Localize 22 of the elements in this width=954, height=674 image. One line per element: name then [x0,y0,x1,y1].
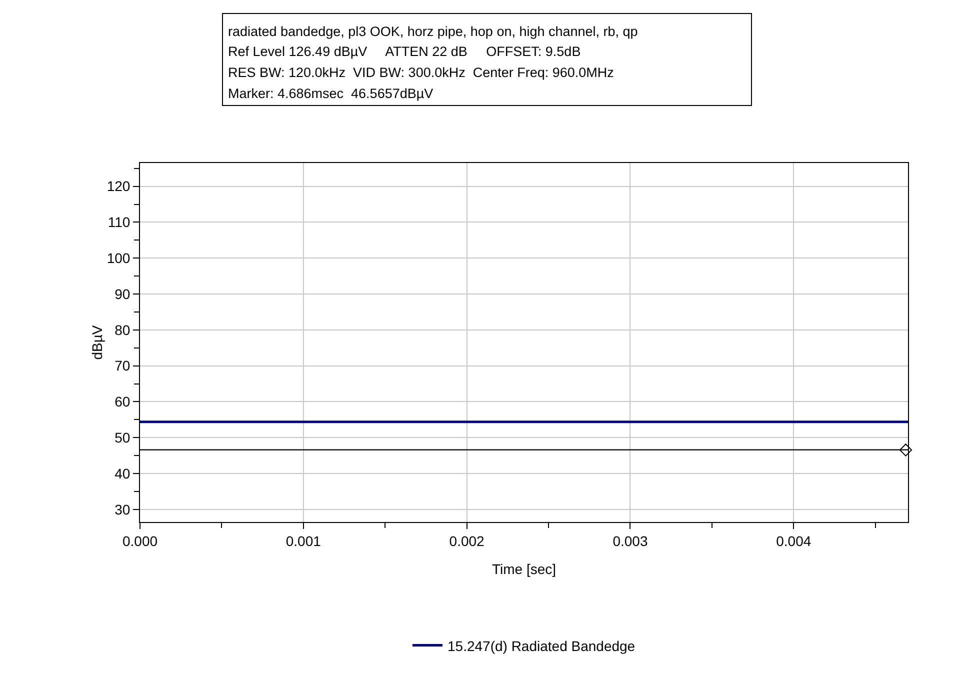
text: Ref Level 126.49 dBµV ATTEN 22 dB OFFSET: 9.5dB [228,44,581,59]
x-tick-label: 0.003 [612,532,648,549]
y-tick-label: 100 [106,250,130,266]
y-tick-label: 50 [114,430,130,446]
y-tick-label: 110 [108,214,130,230]
x-tick-label: 0.001 [286,532,322,549]
y-axis-title: dBµV [89,324,105,360]
y-tick-label: 60 [114,394,130,410]
y-tick-label: 70 [114,358,130,374]
x-tick-label: 0.000 [122,532,158,549]
y-tick-label: 90 [114,286,130,302]
text: RES BW: 120.0kHz VID BW: 300.0kHz Center Freq: 960.0MHz [228,65,614,80]
y-tick-label: 80 [114,322,130,338]
y-tick-label: 40 [114,465,130,482]
x-axis-title: Time [sec] [492,561,556,577]
y-tick-label: 120 [106,178,130,194]
chart-title: radiated bandedge, pl3 OOK, horz pipe, hop on, high channel, rb, qp [228,24,638,39]
y-tick-label: 30 [114,501,130,518]
x-tick-label: 0.004 [776,532,812,549]
text: Marker: 4.686msec 46.5657dBµV [228,86,434,101]
legend-label: 15.247(d) Radiated Bandedge [448,638,636,654]
x-tick-label: 0.002 [449,532,485,549]
